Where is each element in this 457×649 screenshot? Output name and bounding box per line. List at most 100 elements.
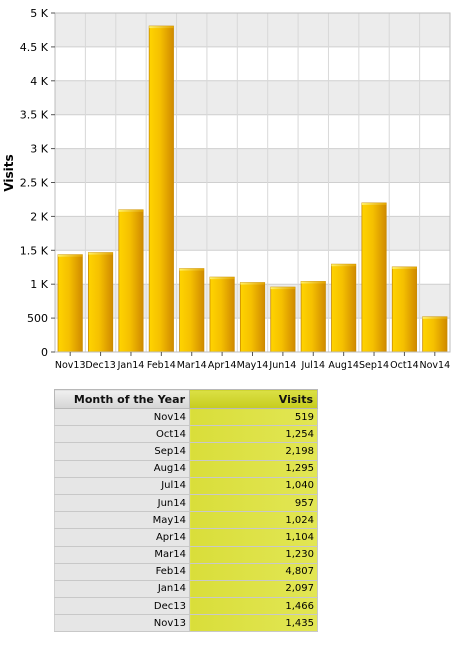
y-tick-label: 4 K: [30, 75, 48, 88]
bar-jun14[interactable]: [270, 286, 296, 353]
bar-top-highlight: [331, 264, 356, 267]
month-cell: Dec13: [54, 597, 190, 616]
table-row: May14 1,024: [54, 511, 318, 530]
plot-band: [55, 13, 450, 47]
table-row: Nov13 1,435: [54, 614, 318, 633]
bar-jan14[interactable]: [118, 209, 144, 353]
bar-top-highlight: [88, 252, 113, 255]
plot-band: [55, 80, 450, 115]
bar-nov13[interactable]: [57, 254, 83, 353]
bar-feb14[interactable]: [148, 25, 174, 353]
column-header-visits[interactable]: Visits: [189, 389, 318, 409]
month-cell: Mar14: [54, 546, 190, 564]
month-cell: Jun14: [54, 494, 190, 513]
plot-band: [55, 114, 450, 149]
visits-cell: 4,807: [189, 563, 318, 581]
bar-nov14[interactable]: [422, 316, 448, 353]
bar-top-highlight: [392, 266, 417, 269]
visits-cell: 1,024: [189, 511, 318, 530]
plot-band: [55, 148, 450, 183]
visits-cell: 2,097: [189, 580, 318, 599]
bar-top-highlight: [422, 316, 447, 319]
bar-top-highlight: [118, 209, 144, 212]
y-tick-label: 5 K: [30, 7, 48, 20]
table-row: Apr14 1,104: [54, 528, 318, 547]
visits-cell: 2,198: [189, 442, 318, 461]
plot-band: [55, 250, 450, 285]
visits-cell: 1,254: [189, 425, 318, 444]
visits-cell: 1,230: [189, 546, 318, 564]
x-tick-label: Nov14: [419, 360, 450, 371]
y-tick-label: 500: [27, 312, 48, 325]
bar-sep14[interactable]: [361, 202, 387, 353]
bar-top-highlight: [301, 281, 326, 284]
visits-table-container: Month of the Year Visits Nov14 519 Oct14 1,…: [54, 389, 318, 633]
month-cell: May14: [54, 511, 190, 530]
month-cell: Jan14: [54, 580, 190, 599]
table-row: Nov14 519: [54, 408, 318, 427]
column-header-month[interactable]: Month of the Year: [54, 389, 190, 409]
y-tick-label: 1.5 K: [20, 244, 49, 257]
bar-top-highlight: [58, 254, 83, 257]
table-row: Jan14 2,097: [54, 580, 318, 599]
bar-jul14[interactable]: [300, 281, 326, 353]
x-tick-label: Nov13: [55, 360, 86, 371]
bar-mar14[interactable]: [179, 268, 205, 353]
table-row: Sep14 2,198: [54, 442, 318, 461]
x-tick-label: Jul14: [300, 360, 325, 371]
table-row: Feb14 4,807: [54, 563, 318, 581]
bar-oct14[interactable]: [391, 266, 417, 353]
bar-apr14[interactable]: [209, 276, 235, 353]
table-row: Mar14 1,230: [54, 546, 318, 564]
x-tick-label: Mar14: [177, 360, 207, 371]
y-tick-label: 2 K: [30, 210, 48, 223]
bar-dec13[interactable]: [88, 252, 114, 353]
bar-top-highlight: [270, 287, 296, 290]
visits-cell: 1,295: [189, 460, 318, 478]
y-tick-label: 1 K: [30, 278, 48, 291]
table-row: Jun14 957: [54, 494, 318, 513]
visits-cell: 1,466: [189, 597, 318, 616]
month-cell: Sep14: [54, 442, 190, 461]
visits-cell: 1,104: [189, 528, 318, 547]
table-row: Jul14 1,040: [54, 477, 318, 495]
plot-band: [55, 182, 450, 217]
x-tick-label: Apr14: [208, 360, 237, 371]
x-tick-label: Jun14: [268, 360, 296, 371]
bar-top-highlight: [179, 268, 204, 271]
y-axis-label: Visits: [2, 154, 16, 191]
month-cell: Nov13: [54, 614, 190, 633]
plot-band: [55, 216, 450, 251]
bar-top-highlight: [149, 26, 174, 29]
x-tick-label: Jan14: [117, 360, 145, 371]
bar-top-highlight: [361, 202, 387, 205]
x-tick-label: Feb14: [147, 360, 176, 371]
x-tick-label: Sep14: [359, 360, 389, 371]
visits-data-table: Month of the Year Visits Nov14 519 Oct14 1,…: [54, 389, 318, 633]
visits-cell: 1,040: [189, 477, 318, 495]
y-tick-label: 3.5 K: [20, 109, 49, 122]
bar-top-highlight: [240, 282, 265, 285]
y-tick-label: 3 K: [30, 143, 48, 156]
table-header-row: Month of the Year Visits: [54, 389, 318, 409]
table-row: Dec13 1,466: [54, 597, 318, 616]
visits-cell: 519: [189, 408, 318, 427]
plot-band: [55, 46, 450, 81]
x-tick-label: Aug14: [328, 360, 359, 371]
month-cell: Jul14: [54, 477, 190, 495]
table-row: Aug14 1,295: [54, 460, 318, 478]
x-tick-label: May14: [237, 360, 269, 371]
month-cell: Nov14: [54, 408, 190, 427]
bar-top-highlight: [209, 277, 235, 280]
bar-aug14[interactable]: [331, 263, 357, 353]
visits-cell: 1,435: [189, 614, 318, 633]
y-tick-label: 0: [41, 346, 48, 359]
month-cell: Feb14: [54, 563, 190, 581]
table-row: Oct14 1,254: [54, 425, 318, 444]
y-tick-label: 2.5 K: [20, 177, 49, 190]
bar-may14[interactable]: [239, 282, 266, 353]
y-tick-label: 4.5 K: [20, 41, 49, 54]
month-cell: Oct14: [54, 425, 190, 444]
month-cell: Apr14: [54, 528, 190, 547]
